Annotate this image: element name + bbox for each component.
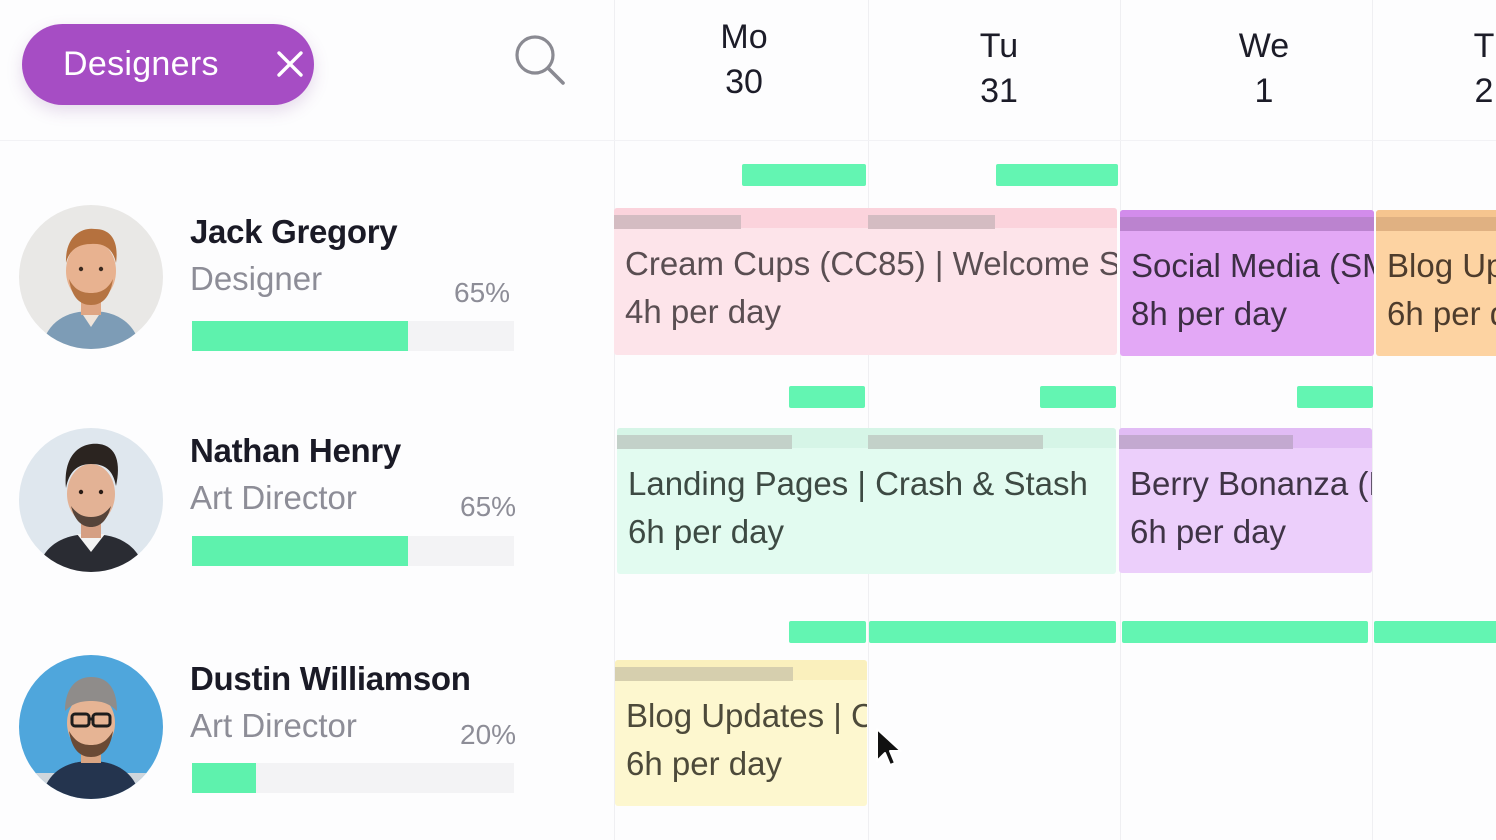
day-name: Tu <box>979 27 1019 65</box>
day-date: 2 <box>1474 72 1494 110</box>
utilization-bar <box>192 536 514 566</box>
task-progress-segment <box>1119 435 1293 449</box>
people-panel: Designers Jack Gregory Designer 65% <box>0 0 614 840</box>
capacity-indicator <box>869 621 1116 643</box>
capacity-indicator <box>1297 386 1373 408</box>
task-block-blog-updates[interactable]: Blog Updates | C 6h per day <box>615 660 867 806</box>
day-header-mo: Mo 30 <box>694 15 794 105</box>
task-title: Blog Updates | C <box>626 697 867 734</box>
capacity-indicator <box>789 621 866 643</box>
utilization-bar <box>192 321 514 351</box>
capacity-indicator <box>742 164 866 186</box>
grid-column-line <box>868 0 869 840</box>
person-row-nathan-henry[interactable]: Nathan Henry Art Director 65% <box>0 426 614 576</box>
day-name: Mo <box>720 18 768 56</box>
day-name: We <box>1238 27 1290 65</box>
header-divider <box>0 140 1496 141</box>
task-hours: 6h per day <box>628 513 784 550</box>
capacity-indicator <box>1040 386 1116 408</box>
mouse-cursor-icon <box>876 728 902 766</box>
task-title: Cream Cups (CC85) | Welcome Scr <box>625 245 1117 282</box>
person-name: Dustin Williamson <box>190 660 471 697</box>
task-title: Social Media (SM <box>1131 247 1374 284</box>
task-block-social-media[interactable]: Social Media (SM 8h per day <box>1120 210 1374 356</box>
capacity-indicator <box>1374 621 1496 643</box>
search-icon[interactable] <box>512 32 568 88</box>
avatar <box>19 205 163 349</box>
designers-filter-chip[interactable]: Designers <box>22 24 314 105</box>
close-icon[interactable] <box>274 48 306 80</box>
day-date: 30 <box>725 63 763 101</box>
task-block-cream-cups[interactable]: Cream Cups (CC85) | Welcome Scr 4h per d… <box>614 208 1117 355</box>
utilization-bar-fill <box>192 763 257 793</box>
task-hours: 4h per day <box>625 293 781 330</box>
task-progress-segment <box>1376 217 1496 231</box>
task-progress-segment <box>868 435 1043 449</box>
utilization-bar-fill <box>192 321 408 351</box>
task-block-berry-bonanza[interactable]: Berry Bonanza (F 6h per day <box>1119 428 1372 573</box>
task-title: Blog Up <box>1387 247 1496 284</box>
task-progress-segment <box>614 215 741 229</box>
task-hours: 6h per d <box>1387 295 1496 332</box>
day-date: 31 <box>980 72 1018 110</box>
utilization-bar <box>192 763 514 793</box>
schedule-grid: Mo 30 Tu 31 We 1 T 2 Cream Cups (CC85) |… <box>614 0 1496 840</box>
utilization-percent: 65% <box>460 491 517 522</box>
capacity-indicator <box>1122 621 1368 643</box>
task-hours: 8h per day <box>1131 295 1287 332</box>
task-progress-segment <box>868 215 995 229</box>
person-role: Designer <box>190 260 323 297</box>
task-progress-segment <box>1120 217 1374 231</box>
task-title: Landing Pages | Crash & Stash <box>628 465 1088 502</box>
utilization-percent: 65% <box>454 277 511 308</box>
task-hours: 6h per day <box>1130 513 1286 550</box>
utilization-percent: 20% <box>460 719 517 750</box>
task-block-landing-pages[interactable]: Landing Pages | Crash & Stash 6h per day <box>617 428 1116 574</box>
task-block-blog-updates-clipped[interactable]: Blog Up 6h per d <box>1376 210 1496 356</box>
capacity-indicator <box>789 386 865 408</box>
grid-column-line <box>614 0 615 840</box>
day-date: 1 <box>1254 72 1274 110</box>
day-header-we: We 1 <box>1214 24 1314 114</box>
capacity-indicator <box>996 164 1118 186</box>
person-name: Nathan Henry <box>190 432 401 469</box>
day-header-th: T 2 <box>1434 24 1496 114</box>
day-name: T <box>1473 27 1495 65</box>
day-header-tu: Tu 31 <box>949 24 1049 114</box>
person-row-dustin-williamson[interactable]: Dustin Williamson Art Director 20% <box>0 654 614 804</box>
avatar <box>19 428 163 572</box>
grid-column-line <box>1372 0 1373 840</box>
avatar <box>19 655 163 799</box>
task-progress-segment <box>615 667 793 681</box>
person-role: Art Director <box>190 479 357 516</box>
task-title: Berry Bonanza (F <box>1130 465 1372 502</box>
person-name: Jack Gregory <box>190 213 398 250</box>
task-hours: 6h per day <box>626 745 782 782</box>
utilization-bar-fill <box>192 536 408 566</box>
filter-chip-label: Designers <box>63 45 219 83</box>
person-role: Art Director <box>190 707 357 744</box>
grid-column-line <box>1120 0 1121 840</box>
task-progress-segment <box>617 435 792 449</box>
person-row-jack-gregory[interactable]: Jack Gregory Designer 65% <box>0 203 614 353</box>
